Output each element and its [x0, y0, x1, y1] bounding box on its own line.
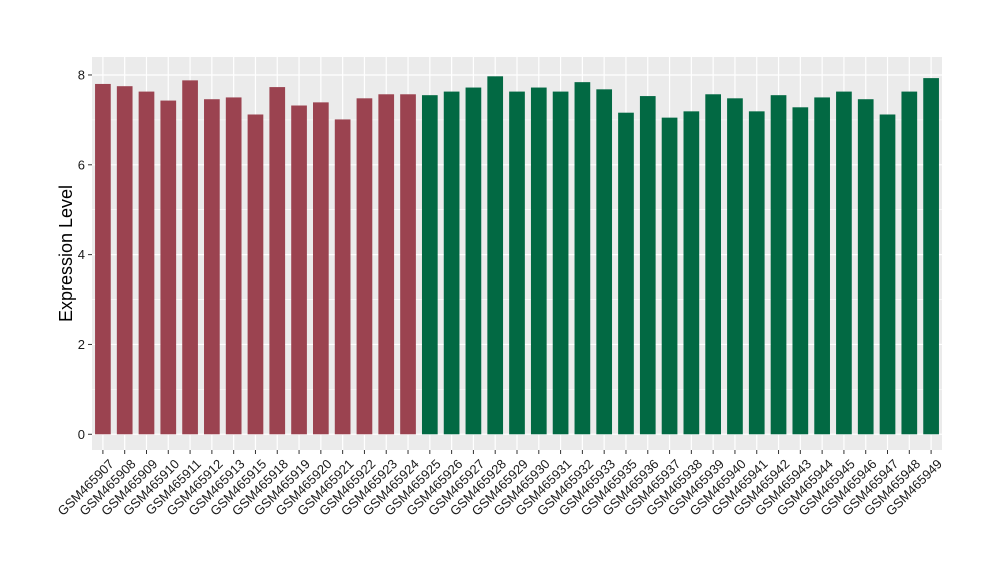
bar-GSM465941 — [748, 111, 765, 435]
bar-GSM465943 — [792, 107, 809, 435]
y-axis: 0 2 4 6 8 — [78, 67, 92, 442]
bar-GSM465947 — [879, 114, 896, 435]
bar-GSM465936 — [639, 96, 656, 435]
bar-GSM465913 — [225, 97, 242, 435]
y-tick-label: 2 — [78, 337, 85, 352]
y-axis-title: Expression Level — [56, 185, 76, 322]
bar-GSM465935 — [618, 112, 634, 435]
bar-GSM465912 — [204, 99, 220, 435]
bar-GSM465919 — [291, 105, 307, 435]
bar-GSM465946 — [857, 99, 874, 435]
bar-GSM465944 — [814, 97, 830, 435]
bar-GSM465924 — [400, 94, 416, 435]
bar-GSM465931 — [552, 91, 569, 435]
bar-GSM465920 — [313, 102, 329, 435]
bar-GSM465930 — [530, 87, 547, 435]
bar-GSM465910 — [160, 100, 177, 435]
x-axis: GSM465907GSM465908GSM465909GSM465910GSM4… — [55, 450, 945, 519]
bar-GSM465925 — [421, 95, 438, 435]
bar-GSM465911 — [182, 80, 198, 435]
bar-GSM465918 — [269, 87, 286, 435]
bar-GSM465921 — [334, 119, 351, 435]
bar-GSM465932 — [574, 82, 591, 435]
bar-GSM465929 — [509, 91, 525, 435]
bar-GSM465939 — [705, 94, 721, 435]
y-tick-label: 4 — [78, 247, 85, 262]
bar-GSM465926 — [443, 91, 460, 435]
y-tick-label: 8 — [78, 67, 85, 82]
bar-GSM465927 — [465, 87, 482, 435]
bar-GSM465937 — [661, 117, 678, 435]
bar-GSM465923 — [378, 94, 395, 435]
bar-GSM465938 — [683, 111, 700, 435]
bar-GSM465909 — [138, 91, 155, 435]
bar-GSM465908 — [116, 86, 133, 435]
bar-GSM465933 — [596, 89, 613, 435]
y-tick-label: 0 — [78, 427, 85, 442]
y-tick-label: 6 — [78, 157, 85, 172]
bars — [95, 76, 939, 435]
bar-GSM465942 — [770, 95, 787, 435]
bar-GSM465948 — [901, 91, 918, 435]
bar-GSM465915 — [247, 114, 264, 435]
bar-GSM465945 — [836, 91, 852, 435]
bar-GSM465940 — [727, 98, 743, 435]
bar-GSM465922 — [356, 98, 373, 435]
bar-GSM465907 — [95, 83, 111, 435]
bar-GSM465949 — [923, 78, 939, 435]
bar-GSM465928 — [487, 76, 504, 435]
